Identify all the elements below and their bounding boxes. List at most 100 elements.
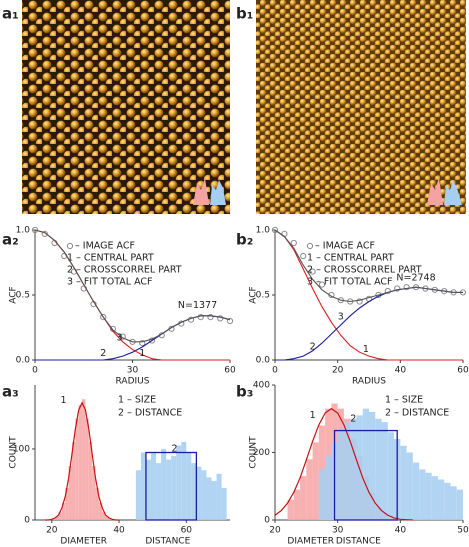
legend-label: 3 – FIT TOTAL ACF	[307, 277, 393, 288]
hist-bar	[216, 473, 222, 520]
annotation: 1	[139, 348, 145, 359]
x-axis-label: RADIUS	[116, 377, 150, 387]
x-tick-label: 40	[113, 526, 125, 536]
x-tick-label: 40	[395, 366, 407, 376]
hist-bar	[105, 516, 109, 520]
hist-bar	[150, 452, 157, 520]
annotation: 3	[116, 332, 122, 343]
hist-bar	[211, 480, 217, 520]
hist-bar	[406, 452, 413, 520]
hist-bar	[381, 422, 388, 520]
x-tick-label: 60	[224, 366, 236, 376]
legend-marker	[306, 242, 314, 250]
hist-bar	[343, 422, 351, 520]
legend-label: 1 – SIZE	[118, 395, 156, 406]
hist-bar	[135, 470, 141, 520]
hist-bar	[450, 486, 457, 520]
hist-bar	[196, 466, 202, 520]
panel-label: a₃	[2, 383, 19, 401]
hist-bar	[206, 477, 212, 520]
hist-bar	[51, 518, 56, 520]
panel-label: b₃	[236, 383, 253, 401]
hist-bar	[456, 489, 463, 520]
hist-bar	[375, 418, 382, 520]
x-axis-label: DIAMETER	[287, 537, 334, 547]
acf-point	[394, 285, 401, 292]
x-tick-label: 20	[269, 526, 281, 536]
annotation: N=1377	[178, 300, 217, 311]
y-tick-label: 0	[24, 516, 30, 526]
legend-label: 2 – DISTANCE	[118, 408, 182, 419]
annotation: 3	[338, 312, 344, 323]
acf-point	[356, 298, 363, 305]
distance-box	[145, 451, 198, 521]
y-tick-label: 200	[253, 448, 270, 458]
acf-point	[384, 288, 391, 295]
hist-bar	[71, 441, 76, 520]
hist-bar	[171, 456, 177, 520]
hist-bar	[400, 445, 407, 520]
hist-bar	[68, 466, 72, 520]
y-axis-label: COUNT	[249, 436, 259, 469]
x-tick-label: 60	[457, 366, 469, 376]
annotation: N=2748	[396, 273, 435, 284]
hist-bar	[181, 441, 187, 520]
hist-bar	[61, 502, 66, 520]
annotation: 2	[100, 348, 106, 359]
y-tick-label: 0.0	[256, 356, 271, 366]
afm-image	[22, 0, 230, 214]
legend-label: – IMAGE ACF	[315, 241, 375, 252]
hist-bar	[156, 463, 162, 520]
hist-bar	[88, 441, 93, 520]
x-axis-label: DISTANCE	[145, 537, 190, 547]
hist-bar	[65, 488, 69, 520]
hist-bar	[145, 459, 151, 520]
y-axis-label: ACF	[9, 286, 19, 303]
acf-point	[139, 340, 146, 347]
acf-point	[309, 268, 316, 275]
acf-point	[197, 314, 204, 321]
distance-box	[333, 429, 398, 521]
x-tick-label: 30	[127, 366, 139, 376]
annotation: 2	[350, 413, 356, 424]
x-tick-label: 20	[46, 526, 58, 536]
hist-bar	[221, 488, 227, 520]
y-tick-label: 100	[13, 444, 30, 454]
annotation: 2	[310, 342, 316, 353]
acf-point	[148, 337, 156, 344]
acf-point	[41, 230, 48, 237]
acf-line	[274, 229, 463, 361]
hist-bar	[140, 452, 146, 520]
x-axis-label: DISTANCE	[336, 537, 381, 547]
acf-line	[34, 229, 231, 343]
hist-bar	[166, 459, 172, 520]
panel-label: a₂	[2, 231, 19, 249]
acf-point	[226, 317, 234, 325]
hist-bar	[95, 488, 99, 520]
hist-bar	[78, 404, 83, 520]
acf-line	[274, 229, 463, 303]
x-axis-label: RADIUS	[352, 377, 386, 387]
legend-label: 1 – CENTRAL PART	[307, 253, 394, 264]
inset-icon	[444, 180, 462, 205]
legend-label: – IMAGE ACF	[75, 241, 135, 252]
hist-bar	[98, 502, 103, 520]
hist-bar	[300, 476, 307, 520]
legend-label: 2 – DISTANCE	[385, 408, 449, 419]
annotation: 1	[310, 410, 316, 421]
acf-line	[35, 315, 231, 361]
y-tick-label: 400	[253, 381, 270, 391]
acf-point	[290, 239, 297, 247]
x-tick-label: 40	[395, 526, 407, 536]
acf-point	[31, 226, 39, 234]
y-tick-label: 0.5	[256, 291, 270, 301]
x-axis-label: DIAMETER	[60, 537, 107, 547]
y-tick-label: 1.0	[16, 226, 31, 236]
x-tick-label: 30	[332, 526, 344, 536]
hist-bar	[312, 442, 319, 520]
hist-bar	[161, 448, 167, 520]
x-tick-label: 0	[272, 366, 278, 376]
hist-bar	[318, 469, 326, 520]
acf-point	[271, 226, 279, 234]
acf-point	[119, 333, 126, 340]
